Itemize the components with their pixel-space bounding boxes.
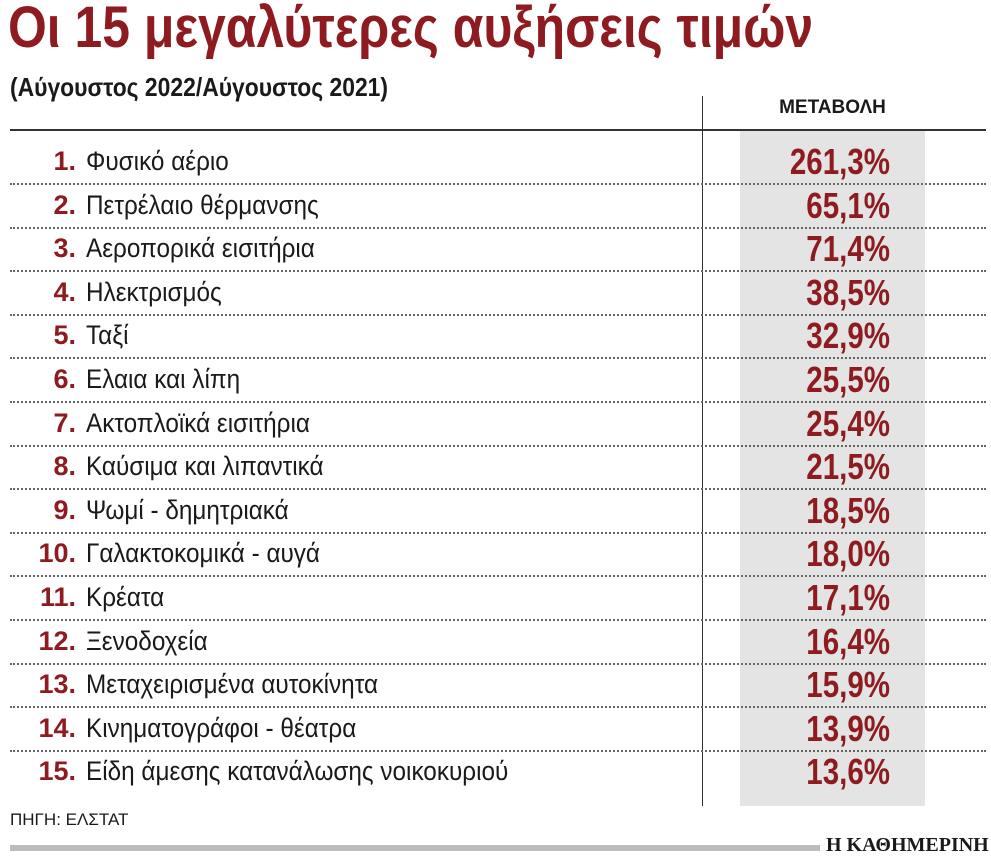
rank: 11. bbox=[39, 582, 76, 612]
rank: 2. bbox=[53, 189, 76, 220]
row-separator bbox=[10, 444, 986, 447]
item-name: Ψωμί - δημητριακά bbox=[86, 494, 289, 525]
rank: 7. bbox=[53, 407, 76, 438]
row-separator bbox=[10, 706, 986, 709]
change-value: 18,0% bbox=[806, 533, 890, 575]
rank: 9. bbox=[53, 494, 76, 525]
row-separator bbox=[10, 270, 986, 273]
item-name: Ακτοπλοϊκά εισιτήρια bbox=[86, 407, 310, 438]
item-name: Μεταχειρισμένα αυτοκίνητα bbox=[86, 669, 378, 700]
item-name: Ξενοδοχεία bbox=[86, 625, 208, 656]
change-value: 16,4% bbox=[806, 620, 890, 662]
highlight-column bbox=[740, 131, 925, 806]
change-value: 15,9% bbox=[806, 664, 890, 706]
rank: 8. bbox=[53, 451, 76, 482]
item-name: Αεροπορικά εισιτήρια bbox=[86, 233, 315, 264]
change-value: 38,5% bbox=[806, 271, 890, 313]
rank: 1. bbox=[53, 146, 76, 176]
row-separator bbox=[10, 749, 986, 752]
item-name: Γαλακτοκομικά - αυγά bbox=[86, 538, 320, 569]
rank: 10. bbox=[38, 538, 76, 569]
row-separator bbox=[10, 401, 986, 403]
row-separator bbox=[10, 357, 986, 360]
row-separator bbox=[10, 183, 986, 185]
title: Οι 15 μεγαλύτερες αυξήσεις τιμών bbox=[8, 0, 814, 60]
change-value: 32,9% bbox=[806, 315, 890, 357]
rank: 15. bbox=[38, 756, 76, 787]
row-separator bbox=[10, 662, 986, 665]
change-value: 261,3% bbox=[789, 141, 890, 182]
change-value: 17,1% bbox=[806, 577, 890, 618]
change-value: 21,5% bbox=[806, 446, 890, 488]
change-value: 13,6% bbox=[806, 751, 890, 793]
change-value: 71,4% bbox=[806, 228, 890, 270]
row-separator bbox=[10, 313, 986, 316]
row-separator bbox=[10, 226, 986, 229]
subtitle: (Αύγουστος 2022/Αύγουστος 2021) bbox=[10, 72, 389, 102]
rank: 12. bbox=[38, 625, 76, 656]
rank: 3. bbox=[53, 233, 76, 264]
item-name: Κρέατα bbox=[86, 582, 165, 612]
rank: 4. bbox=[53, 276, 76, 307]
rank: 5. bbox=[53, 320, 76, 351]
row-separator bbox=[10, 531, 986, 534]
divider bbox=[702, 96, 703, 806]
footer-bar bbox=[10, 845, 820, 851]
item-name: Καύσιμα και λιπαντικά bbox=[86, 451, 324, 482]
rank: 14. bbox=[38, 712, 76, 743]
item-name: Είδη άμεσης κατανάλωσης νοικοκυριού bbox=[86, 756, 509, 787]
row-separator bbox=[10, 575, 986, 578]
item-name: Ηλεκτρισμός bbox=[86, 276, 222, 307]
change-value: 25,4% bbox=[806, 402, 890, 444]
change-value: 25,5% bbox=[806, 359, 890, 400]
change-value: 13,9% bbox=[806, 707, 890, 749]
source: ΠΗΓΗ: ΕΛΣΤΑΤ bbox=[10, 810, 129, 829]
item-name: Φυσικό αέριο bbox=[86, 146, 229, 176]
brand: Η ΚΑΘΗΜΕΡΙΝΗ bbox=[826, 834, 989, 856]
row-separator bbox=[10, 619, 986, 621]
item-name: Ταξί bbox=[86, 320, 129, 351]
item-name: Ελαια και λίπη bbox=[86, 364, 241, 394]
rank: 6. bbox=[53, 364, 76, 394]
rule bbox=[10, 129, 986, 131]
column-header: ΜΕΤΑΒΟΛΗ bbox=[779, 97, 886, 118]
row-separator bbox=[10, 488, 986, 491]
item-name: Πετρέλαιο θέρμανσης bbox=[86, 189, 319, 220]
change-value: 18,5% bbox=[806, 489, 890, 531]
rank: 13. bbox=[38, 669, 76, 700]
item-name: Κινηματογράφοι - θέατρα bbox=[86, 712, 357, 743]
change-value: 65,1% bbox=[806, 184, 890, 226]
